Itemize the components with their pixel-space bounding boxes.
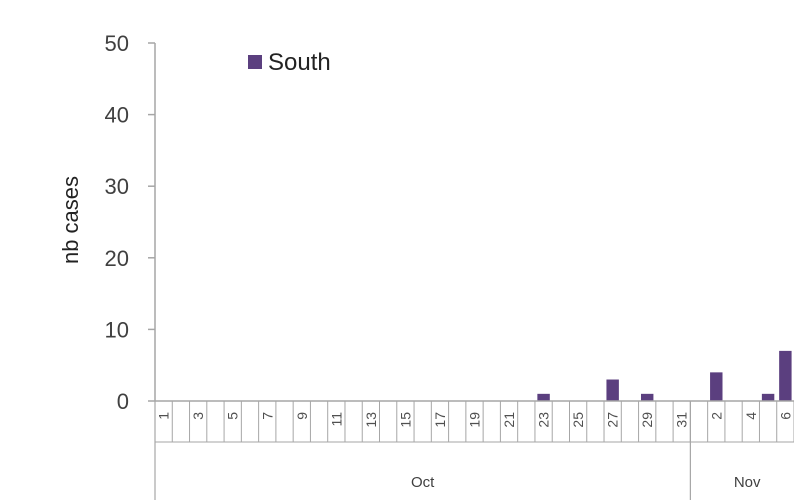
- x-tick-label: 19: [467, 412, 483, 428]
- x-tick-label: 3: [190, 412, 206, 420]
- x-tick-label: 6: [777, 412, 793, 420]
- bar: [537, 393, 550, 401]
- x-tick-label: 2: [708, 412, 724, 420]
- y-tick-label: 40: [105, 103, 129, 128]
- y-axis: 0 10 20 30 40 50: [105, 31, 156, 414]
- legend: South: [248, 49, 331, 76]
- x-tick-label: 15: [397, 412, 413, 428]
- x-tick-label: 11: [328, 412, 344, 427]
- legend-swatch-south: [248, 55, 262, 69]
- x-tick-label: 21: [501, 412, 517, 428]
- x-tick-label: 25: [570, 412, 586, 428]
- x-tick-label: 23: [536, 412, 552, 428]
- x-group-label: Oct: [411, 474, 435, 491]
- bar: [640, 393, 654, 401]
- bar: [761, 393, 775, 401]
- y-tick-label: 20: [105, 246, 129, 271]
- x-tick-label: 1: [156, 412, 172, 420]
- bars: [537, 350, 792, 401]
- x-tick-label: 29: [639, 412, 655, 428]
- y-tick-label: 50: [105, 31, 129, 56]
- x-tick-label: 5: [225, 412, 241, 420]
- y-tick-label: 10: [105, 317, 129, 342]
- x-tick-label: 7: [259, 412, 275, 420]
- bar: [710, 372, 723, 401]
- x-tick-label: 17: [432, 412, 448, 428]
- y-tick-label: 30: [105, 174, 129, 199]
- x-tick-label: 9: [294, 412, 310, 420]
- x-tick-label: 31: [674, 412, 690, 428]
- y-tick-label: 0: [117, 389, 129, 414]
- legend-label-south: South: [268, 49, 331, 76]
- bar: [779, 350, 792, 401]
- y-axis-title: nb cases: [58, 176, 83, 264]
- x-tick-label: 13: [363, 412, 379, 428]
- x-group-label: Nov: [734, 474, 761, 491]
- x-tick-label: 4: [743, 412, 759, 420]
- x-tick-label: 27: [605, 412, 621, 428]
- bar: [606, 379, 619, 401]
